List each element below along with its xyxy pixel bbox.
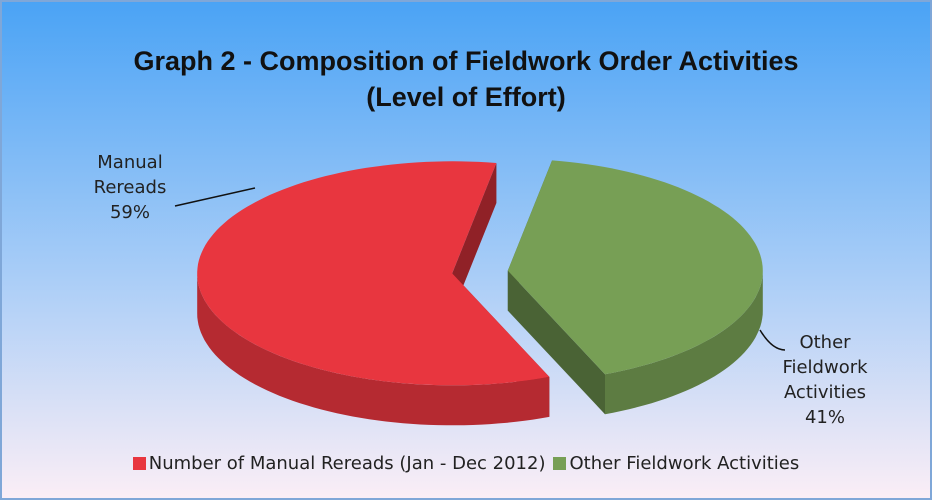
legend-label: Other Fieldwork Activities: [569, 453, 800, 474]
label-name: Manual Rereads: [93, 152, 167, 198]
slice-side: [507, 270, 605, 415]
slice-side: [452, 163, 497, 314]
legend-swatch: [553, 457, 567, 470]
label-value: 41%: [804, 407, 845, 428]
slice-wall: [605, 270, 763, 415]
data-label: Manual Rereads 59%: [70, 150, 190, 225]
slice-wall: [197, 273, 550, 426]
legend-label: Number of Manual Rereads (Jan - Dec 2012…: [148, 453, 546, 474]
slice: [507, 160, 763, 375]
legend-item: Other Fieldwork Activities: [553, 453, 799, 474]
chart-subtitle: (Level of Effort): [366, 82, 566, 112]
label-value: 59%: [109, 202, 150, 223]
legend-item: Number of Manual Rereads (Jan - Dec 2012…: [132, 453, 546, 474]
legend: Number of Manual Rereads (Jan - Dec 2012…: [0, 453, 932, 474]
leader-line: [759, 329, 786, 351]
chart-title: Graph 2 - Composition of Fieldwork Order…: [133, 46, 798, 76]
data-label: Other Fieldwork Activities 41%: [770, 330, 880, 430]
leader-line: [174, 187, 256, 207]
legend-swatch: [132, 457, 146, 470]
label-name: Other Fieldwork Activities: [782, 332, 868, 403]
slice: [197, 161, 550, 386]
